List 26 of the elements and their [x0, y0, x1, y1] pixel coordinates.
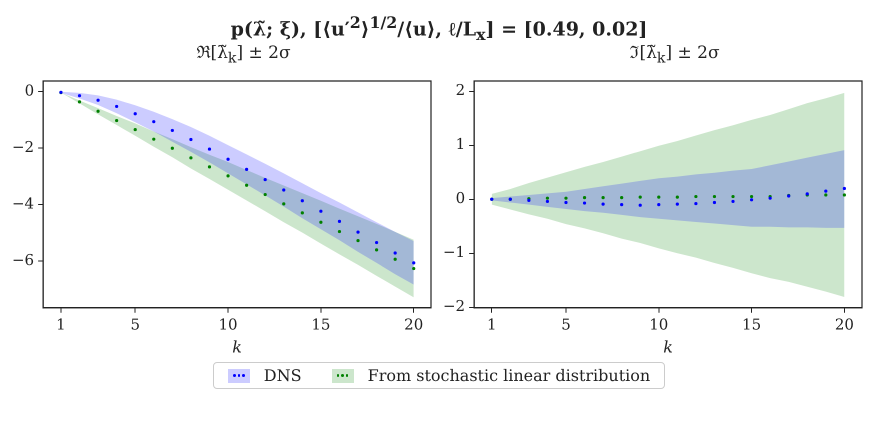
x-tick-label: 15: [742, 316, 762, 334]
x-tick-label: 10: [218, 316, 238, 334]
x-tick-label: 15: [311, 316, 330, 334]
legend-label: DNS: [264, 366, 302, 385]
x-tick-label: 1: [486, 316, 497, 334]
legend-label: From stochastic linear distribution: [368, 366, 650, 385]
x-axis-title: k: [663, 338, 673, 357]
x-tick-label: 1: [56, 316, 66, 334]
chart-title: p(λ̃; ξ), [⟨u′$^{2}$⟩$^{1/2}$/⟨u⟩, ℓ/L$_{x}$] = [0.49, 0.02]: [230, 12, 648, 44]
x-axis-title: k: [232, 338, 242, 357]
y-tick-label: −6: [12, 251, 34, 270]
y-tick-label: 2: [456, 81, 466, 100]
y-tick-label: −2: [12, 138, 34, 156]
x-tick-label: 20: [834, 316, 854, 334]
x-tick-label: 20: [404, 316, 424, 334]
y-tick-label: −2: [442, 297, 466, 316]
x-tick-label: 5: [130, 316, 140, 334]
y-tick-label: −4: [12, 194, 34, 213]
x-tick-label: 10: [649, 316, 668, 334]
y-tick-label: 1: [456, 135, 466, 154]
y-tick-label: 0: [24, 82, 34, 100]
y-tick-label: 0: [456, 189, 466, 208]
chart-subtitle: ℑ[λ̃$_{k}$] ± 2σ: [629, 43, 720, 66]
chart-subtitle: ℜ[λ̃$_{k}$] ± 2σ: [195, 42, 292, 68]
y-tick-label: −1: [442, 243, 466, 262]
x-tick-label: 5: [561, 316, 571, 334]
